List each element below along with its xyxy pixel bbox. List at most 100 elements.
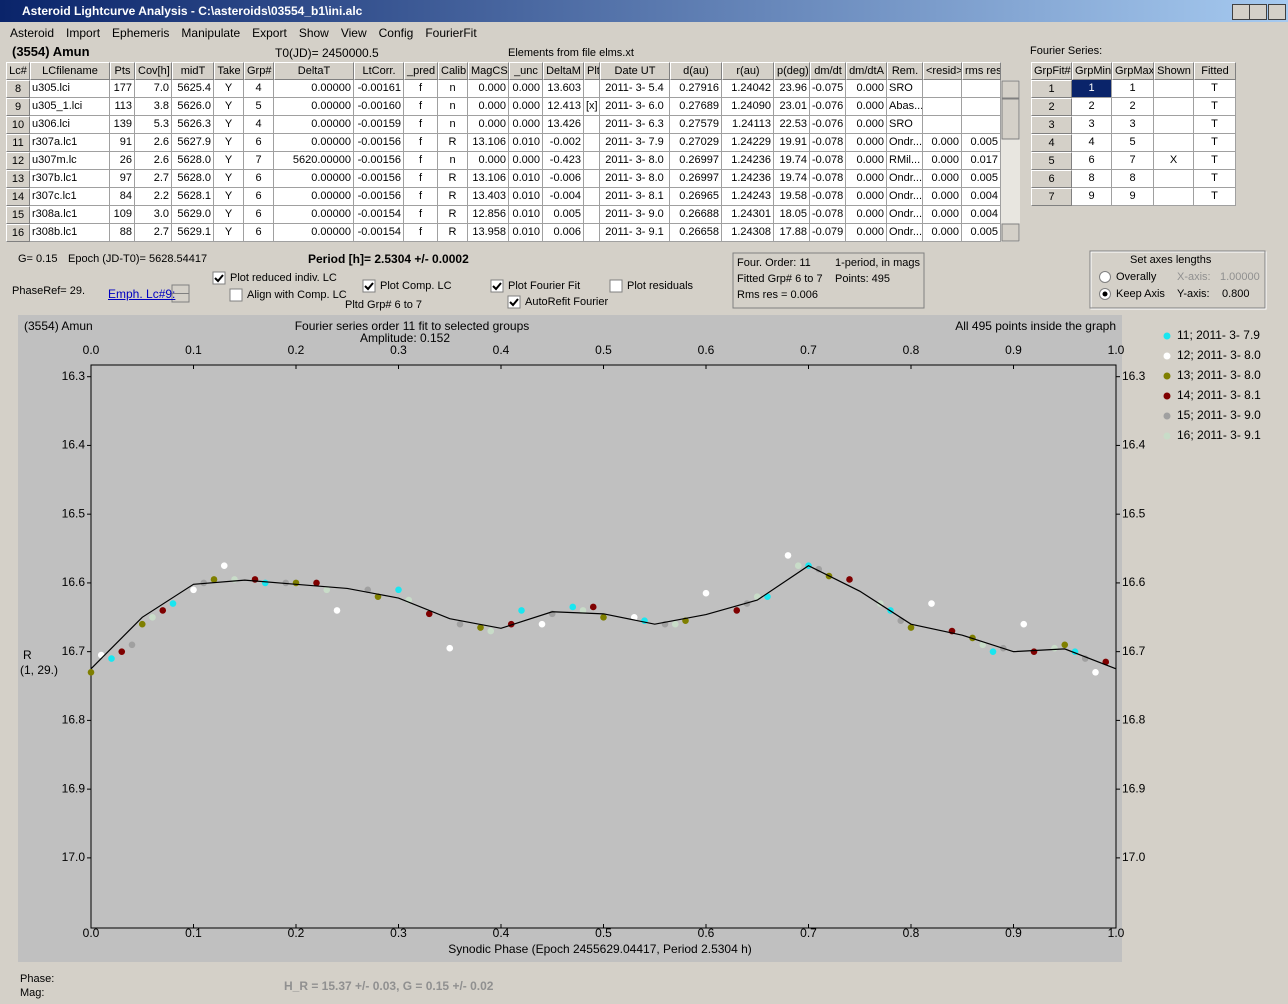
row-header[interactable]: 13 [6,170,30,188]
cell[interactable]: 0.000 [468,116,509,134]
cell[interactable]: 7.0 [135,80,172,98]
radio-label[interactable]: Keep Axis [1116,288,1165,300]
row-header[interactable]: 16 [6,224,30,242]
cell[interactable]: T [1194,80,1236,98]
cell[interactable]: 0.000 [923,224,962,242]
row-header[interactable]: 3 [1031,116,1072,134]
cell[interactable] [584,116,600,134]
cell[interactable]: n [438,80,468,98]
cell[interactable]: X [1154,152,1194,170]
restore-button[interactable] [1249,4,1267,20]
cell[interactable]: -0.078 [810,152,846,170]
cell[interactable]: 7 [1112,152,1154,170]
cell[interactable]: T [1194,116,1236,134]
cell[interactable]: 19.74 [774,170,810,188]
cell[interactable]: 0.000 [468,80,509,98]
cell[interactable]: 1.24090 [722,98,774,116]
cell[interactable]: n [438,116,468,134]
cell[interactable]: 1.24229 [722,134,774,152]
cell[interactable]: 0.27579 [670,116,722,134]
cell[interactable]: 0.000 [923,152,962,170]
cell[interactable]: 5628.1 [172,188,214,206]
cell[interactable]: T [1194,98,1236,116]
cell[interactable]: 2 [1112,98,1154,116]
cell[interactable]: 88 [110,224,135,242]
cell[interactable]: 2011- 3- 6.3 [600,116,670,134]
cell[interactable]: 0.000 [509,116,543,134]
cell[interactable]: -0.00156 [354,152,404,170]
cell[interactable]: -0.00154 [354,224,404,242]
cell[interactable]: 1.24301 [722,206,774,224]
cell[interactable]: u305.lci [30,80,110,98]
cell[interactable]: 17.88 [774,224,810,242]
cell[interactable]: SRO [887,80,923,98]
checkbox-label[interactable]: Plot residuals [627,280,694,292]
cell[interactable]: Y [214,134,244,152]
cell[interactable]: 0.000 [846,170,887,188]
cell[interactable]: Y [214,206,244,224]
cell[interactable]: 0.27916 [670,80,722,98]
cell[interactable]: 97 [110,170,135,188]
cell[interactable]: 0.005 [962,134,1001,152]
cell[interactable]: 2.6 [135,152,172,170]
cell[interactable] [584,134,600,152]
cell[interactable]: 13.426 [543,116,584,134]
cell[interactable]: Abas... [887,98,923,116]
cell[interactable]: 4 [244,80,274,98]
cell[interactable]: 139 [110,116,135,134]
cell[interactable]: 9 [1112,188,1154,206]
cell[interactable]: 22.53 [774,116,810,134]
checkbox-label[interactable]: Plot reduced indiv. LC [230,272,337,284]
cell[interactable]: 177 [110,80,135,98]
cell[interactable]: -0.00154 [354,206,404,224]
cell[interactable]: Y [214,80,244,98]
cell[interactable]: -0.079 [810,224,846,242]
cell[interactable]: 0.004 [962,188,1001,206]
cell[interactable]: 0.000 [923,170,962,188]
cell[interactable] [923,116,962,134]
cell[interactable]: -0.004 [543,188,584,206]
emph-link[interactable]: Emph. Lc#9: [108,287,176,301]
cell[interactable]: 1.24113 [722,116,774,134]
cell[interactable]: 6 [244,170,274,188]
menu-item[interactable]: Ephemeris [112,26,170,40]
cell[interactable]: -0.00159 [354,116,404,134]
cell[interactable]: -0.00156 [354,134,404,152]
menu-item[interactable]: View [340,26,367,40]
scroll-up[interactable] [1001,80,1020,99]
cell[interactable]: 5.3 [135,116,172,134]
row-header[interactable]: 5 [1031,152,1072,170]
cell[interactable]: R [438,170,468,188]
cell[interactable]: RMil... [887,152,923,170]
cell[interactable]: -0.075 [810,80,846,98]
checkbox-label[interactable]: Plot Fourier Fit [508,280,581,292]
row-header[interactable]: 4 [1031,134,1072,152]
cell[interactable]: 0.00000 [274,98,354,116]
cell[interactable]: Y [214,116,244,134]
row-header[interactable]: 14 [6,188,30,206]
cell[interactable]: 0.005 [962,224,1001,242]
row-header[interactable]: 1 [1031,80,1072,98]
menu-item[interactable]: Show [298,26,329,40]
cell[interactable]: 1.24236 [722,152,774,170]
cell[interactable]: 5628.0 [172,152,214,170]
cell[interactable] [584,224,600,242]
cell[interactable]: 3 [1072,116,1112,134]
cell[interactable]: 1 [1072,80,1112,98]
cell[interactable]: Y [214,98,244,116]
cell[interactable]: 2011- 3- 5.4 [600,80,670,98]
cell[interactable]: f [404,170,438,188]
cell[interactable]: 19.74 [774,152,810,170]
checkbox-label[interactable]: AutoRefit Fourier [525,296,609,308]
cell[interactable]: SRO [887,116,923,134]
cell[interactable]: -0.076 [810,116,846,134]
cell[interactable]: 6 [244,224,274,242]
cell[interactable]: 0.000 [846,134,887,152]
cell[interactable]: 0.010 [509,134,543,152]
cell[interactable]: u306.lci [30,116,110,134]
close-button[interactable] [1268,4,1286,20]
cell[interactable]: T [1194,152,1236,170]
menu-item[interactable]: FourierFit [425,26,477,40]
cell[interactable]: n [438,98,468,116]
cell[interactable]: 4 [244,116,274,134]
